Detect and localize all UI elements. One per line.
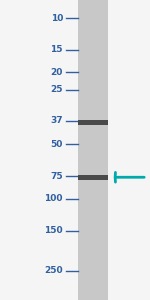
Text: 10: 10 [51,14,63,22]
Bar [78,0,108,300]
Text: 15: 15 [51,45,63,54]
Text: 50: 50 [51,140,63,149]
Text: 25: 25 [51,85,63,94]
Text: 100: 100 [45,194,63,203]
Bar [78,175,108,180]
Bar [78,121,108,125]
Text: 37: 37 [50,116,63,125]
Text: 20: 20 [51,68,63,77]
Text: 75: 75 [50,172,63,181]
Text: 150: 150 [44,226,63,235]
Text: 250: 250 [44,266,63,275]
